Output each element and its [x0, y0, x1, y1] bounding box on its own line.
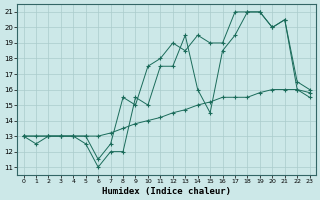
X-axis label: Humidex (Indice chaleur): Humidex (Indice chaleur) — [102, 187, 231, 196]
